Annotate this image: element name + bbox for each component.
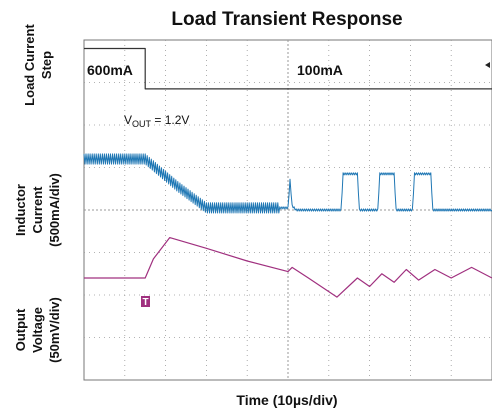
load-current-ylabel-line: Step bbox=[39, 51, 54, 79]
chart-title: Load Transient Response bbox=[171, 9, 402, 30]
grid bbox=[84, 40, 492, 380]
inductor-current-ylabel-line: (500mA/div) bbox=[47, 173, 62, 247]
load-current-ylabel-line: Load Current bbox=[22, 24, 37, 106]
vout-rest: = 1.2V bbox=[151, 113, 189, 127]
right-edge-arrow bbox=[485, 62, 490, 68]
series-group bbox=[83, 47, 492, 298]
inductor-current-ylabel-line: Inductor bbox=[13, 184, 28, 236]
inductor-current-ylabel-line: Current bbox=[30, 186, 45, 234]
output-voltage-ylabel-line: (50mV/div) bbox=[47, 297, 62, 363]
trigger-marker-box bbox=[141, 296, 150, 307]
vout-main: V bbox=[124, 113, 132, 127]
step-high-label: 100mA bbox=[297, 62, 343, 78]
vout-label: VOUT = 1.2V bbox=[124, 113, 189, 129]
vout-sub: OUT bbox=[132, 119, 152, 129]
step-low-label: 600mA bbox=[87, 62, 133, 78]
right-edge-marker bbox=[485, 62, 490, 68]
x-axis-label: Time (10µs/div) bbox=[236, 392, 337, 408]
trigger-marker-text: T bbox=[142, 297, 148, 308]
output-voltage-ylabel-line: Output bbox=[13, 308, 28, 351]
y-labels: Load Current Step Inductor Current (500mA/di… bbox=[13, 24, 62, 363]
inductor-current-trace bbox=[83, 153, 492, 214]
load-current-trace bbox=[84, 47, 492, 90]
plot-frame bbox=[83, 39, 492, 381]
output-voltage-trace bbox=[84, 237, 492, 298]
trigger-marker: T bbox=[141, 296, 150, 308]
output-voltage-ylabel-line: Voltage bbox=[30, 307, 45, 353]
